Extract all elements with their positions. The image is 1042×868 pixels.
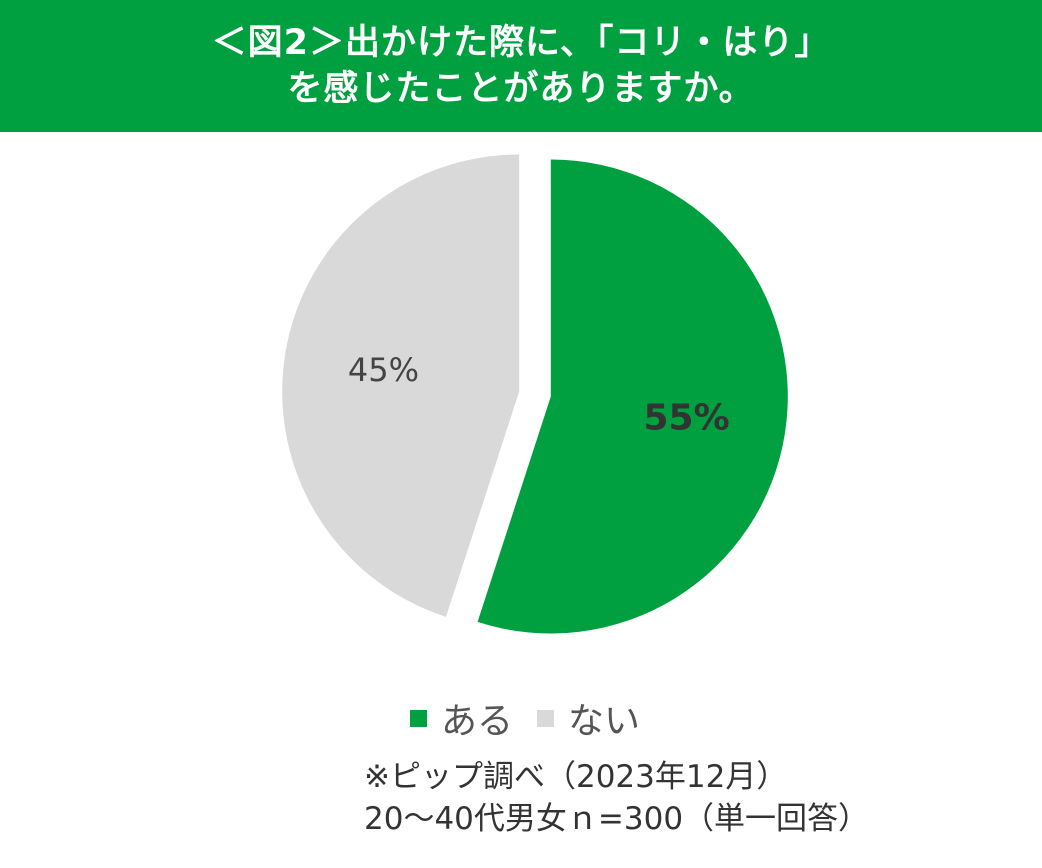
source-note-line-1: ※ピップ調べ（2023年12月）	[364, 759, 788, 795]
legend-item-aru: ある	[410, 692, 513, 744]
source-note: ※ピップ調べ（2023年12月） 20〜40代男女ｎ=300（単一回答）	[364, 756, 869, 840]
chart-title-line-1: ＜図2＞出かけた際に、「コリ・はり」	[211, 23, 831, 63]
legend-swatch-aru	[410, 709, 427, 727]
chart-title-banner: ＜図2＞出かけた際に、「コリ・はり」 を感じたことがありますか。	[0, 0, 1042, 132]
chart-legend: ある ない	[410, 690, 664, 746]
source-note-line-2: 20〜40代男女ｎ=300（単一回答）	[364, 801, 870, 837]
data-label-aru: 55%	[643, 398, 729, 439]
pie-slice-nai	[282, 154, 520, 617]
legend-swatch-nai	[537, 709, 555, 727]
pie-slice-aru	[477, 159, 788, 634]
data-label-nai: 45%	[348, 351, 419, 389]
legend-label-nai: ない	[568, 701, 641, 742]
pie-chart: 55% 45%	[282, 154, 788, 634]
legend-item-nai: ない	[537, 692, 640, 744]
legend-label-aru: ある	[441, 701, 514, 742]
chart-title-line-2: を感じたことがありますか。	[287, 69, 755, 109]
